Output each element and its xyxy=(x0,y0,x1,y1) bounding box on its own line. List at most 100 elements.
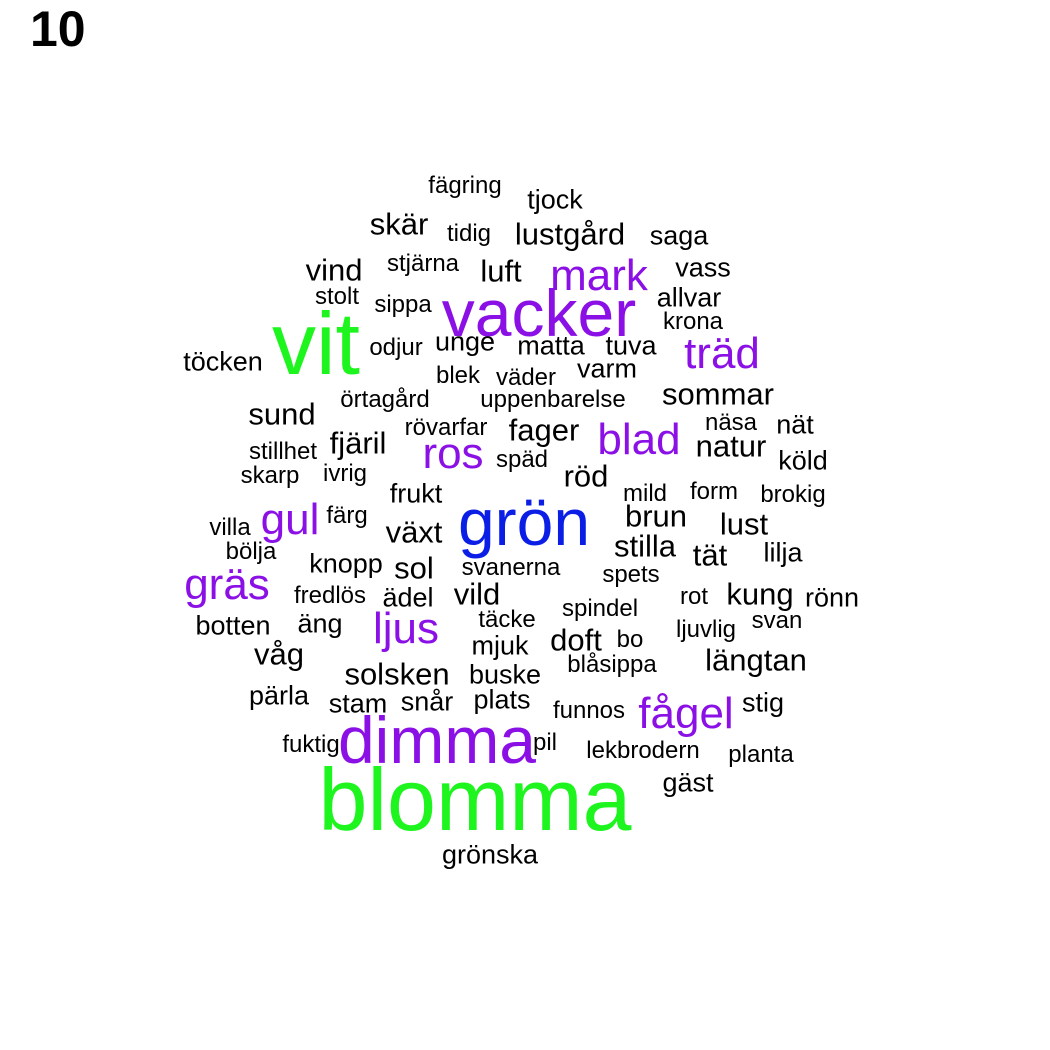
word-stam: stam xyxy=(328,688,388,719)
word-buske: buske xyxy=(468,659,542,690)
word-tidig: tidig xyxy=(446,220,492,247)
word-odjur: odjur xyxy=(369,334,423,361)
word-luft: luft xyxy=(480,253,522,289)
word-krona: krona xyxy=(662,308,724,335)
word-kung: kung xyxy=(726,576,794,612)
word-frukt: frukt xyxy=(389,478,443,509)
word-fagring: fägring xyxy=(428,172,502,199)
word-blad: blad xyxy=(597,415,681,464)
word-adel: ädel xyxy=(382,582,434,613)
word-vaxt: växt xyxy=(385,514,443,550)
word-vind: vind xyxy=(305,252,363,288)
word-sund: sund xyxy=(248,396,316,432)
word-lust: lust xyxy=(719,506,769,542)
word-snar: snår xyxy=(400,686,454,717)
word-bo: bo xyxy=(616,626,644,653)
word-ivrig: ivrig xyxy=(322,460,368,487)
word-unge: unge xyxy=(434,326,496,357)
word-trad: träd xyxy=(684,329,760,378)
word-vader: väder xyxy=(495,364,557,391)
word-funnos: funnos xyxy=(552,697,626,724)
word-langtan: längtan xyxy=(705,642,807,678)
word-svanerna: svanerna xyxy=(461,554,561,581)
word-gul: gul xyxy=(260,495,320,544)
word-lilja: lilja xyxy=(763,537,803,568)
word-stig: stig xyxy=(741,687,785,718)
word-sippa: sippa xyxy=(374,291,432,318)
word-saga: saga xyxy=(649,220,709,251)
word-spets: spets xyxy=(602,561,660,588)
word-kold: köld xyxy=(778,445,828,476)
word-planta: planta xyxy=(728,741,794,768)
word-ronn: rönn xyxy=(804,582,860,613)
word-vild: vild xyxy=(453,576,501,612)
word-tjock: tjock xyxy=(527,184,583,215)
word-fredlos: fredlös xyxy=(293,582,367,609)
word-botten: botten xyxy=(195,610,271,641)
word-stjarna: stjärna xyxy=(386,250,460,277)
word-spindel: spindel xyxy=(561,595,639,622)
word-sommar: sommar xyxy=(662,376,774,412)
word-farg: färg xyxy=(326,502,368,529)
word-rot: rot xyxy=(679,583,709,610)
word-villa: villa xyxy=(209,514,251,541)
word-form: form xyxy=(690,478,738,505)
word-tacke: täcke xyxy=(478,606,536,633)
word-gast: gäst xyxy=(662,767,714,798)
word-blek: blek xyxy=(435,362,481,389)
word-gron: grön xyxy=(457,485,591,559)
panel-number: 10 xyxy=(30,1,86,57)
word-brokig: brokig xyxy=(760,481,826,508)
word-plats: plats xyxy=(473,684,531,715)
word-vass: vass xyxy=(675,252,731,283)
word-mild: mild xyxy=(622,480,668,507)
word-fagel: fågel xyxy=(638,689,734,738)
word-rovarfar: rövarfar xyxy=(404,414,488,441)
word-nat: nät xyxy=(776,409,814,440)
word-vacker: vacker xyxy=(441,276,637,350)
word-vag: våg xyxy=(254,636,304,672)
word-tat: tät xyxy=(692,537,728,573)
word-allvar: allvar xyxy=(656,282,722,313)
word-fjaril: fjäril xyxy=(329,425,387,461)
word-gras: gräs xyxy=(184,560,270,609)
word-lustgard: lustgård xyxy=(514,216,626,252)
word-doft: doft xyxy=(550,622,602,658)
word-ljus: ljus xyxy=(372,604,440,653)
word-natur: natur xyxy=(695,428,767,464)
word-stolt: stolt xyxy=(314,283,360,310)
word-stilla: stilla xyxy=(613,528,677,564)
word-bolja: bölja xyxy=(225,538,277,565)
word-matta: matta xyxy=(517,330,585,361)
word-stillhet: stillhet xyxy=(248,438,318,465)
word-uppenbarelse: uppenbarelse xyxy=(480,386,626,413)
word-mark: mark xyxy=(550,251,648,300)
word-mjuk: mjuk xyxy=(471,630,529,661)
word-pil: pil xyxy=(532,729,558,756)
word-spad: späd xyxy=(495,446,549,473)
word-fager: fager xyxy=(508,412,580,448)
word-varm: varm xyxy=(577,353,637,384)
word-ljuvlig: ljuvlig xyxy=(675,616,737,643)
word-solsken: solsken xyxy=(344,656,450,692)
word-dimma: dimma xyxy=(337,703,537,777)
word-ros: ros xyxy=(422,429,484,478)
word-nasa: näsa xyxy=(704,409,758,436)
word-tocken: töcken xyxy=(183,346,263,377)
word-sol: sol xyxy=(394,550,434,586)
word-lekbrodern: lekbrodern xyxy=(586,737,700,764)
word-brun: brun xyxy=(624,498,688,534)
word-tuva: tuva xyxy=(605,330,657,361)
word-ang: äng xyxy=(297,608,343,639)
word-skarp: skarp xyxy=(240,462,300,489)
word-blasippa: blåsippa xyxy=(567,651,657,678)
word-knopp: knopp xyxy=(309,548,383,579)
word-gronska: grönska xyxy=(441,839,539,870)
word-svan: svan xyxy=(751,607,803,634)
word-parla: pärla xyxy=(248,680,310,711)
word-skar: skär xyxy=(369,206,429,242)
word-rod: röd xyxy=(563,458,609,494)
word-vit: vit xyxy=(272,294,360,393)
word-ortagard: örtagård xyxy=(340,386,430,413)
